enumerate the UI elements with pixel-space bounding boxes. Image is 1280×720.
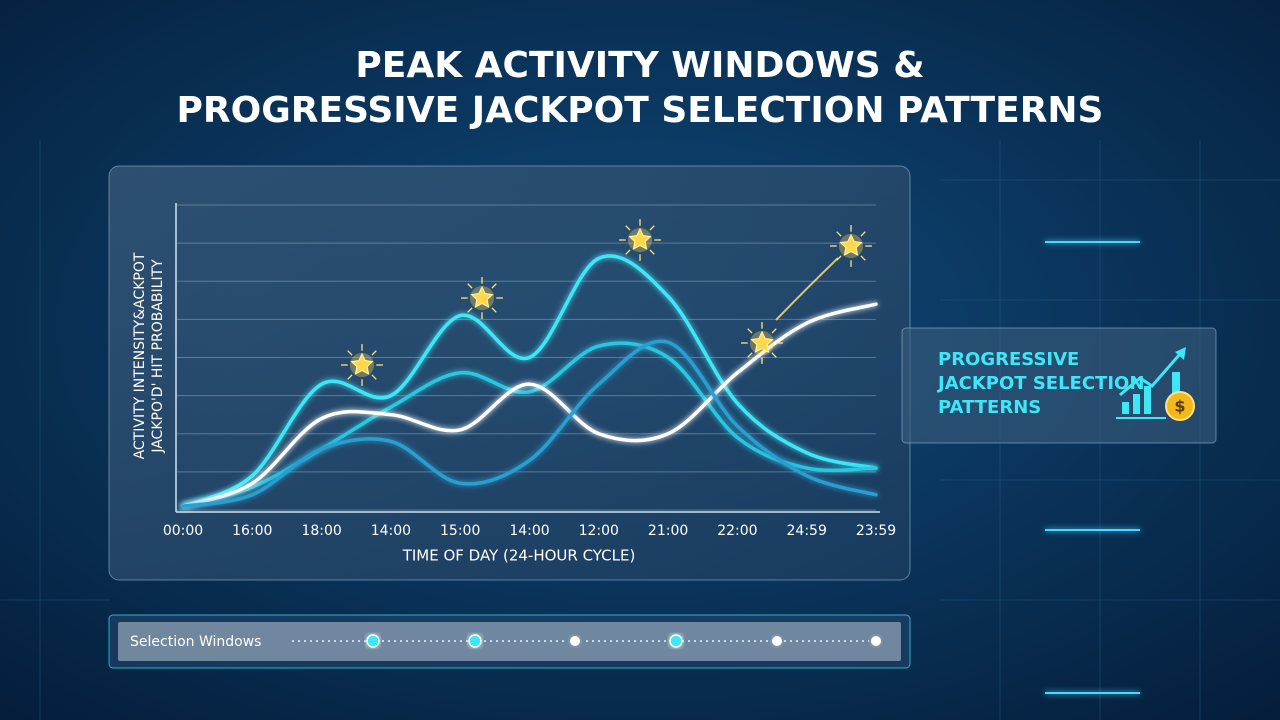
star-markers: [340, 218, 873, 387]
glow-lines: [1045, 241, 1140, 694]
x-tick-label: 16:00: [232, 523, 272, 539]
growth-icon: $: [1116, 347, 1195, 421]
x-tick-label: 24:59: [787, 523, 827, 539]
title: PEAK ACTIVITY WINDOWS &: [355, 45, 924, 86]
x-tick-label: 14:00: [509, 523, 549, 539]
side-panel-text: JACKPOT SELECTION: [936, 373, 1144, 394]
plot: 00:00 16:00 18:00 14:00 15:00 14:00 12:00 21:00…: [163, 204, 896, 539]
side-panel-text: PROGRESSIVE: [938, 349, 1079, 370]
y-axis-label: ACTIVITY INTENSITY&ACKPOT: [132, 252, 148, 459]
x-tick-label: 18:00: [301, 523, 341, 539]
y-axis-label: JACKPO'D' HIT PROBABILITY: [150, 259, 166, 454]
x-tick-label: 21:00: [648, 523, 688, 539]
chart-panel: [108, 165, 911, 581]
x-axis-label: TIME OF DAY (24-HOUR CYCLE): [402, 547, 636, 565]
svg-text:$: $: [1174, 397, 1185, 416]
x-tick-label: 00:00: [163, 523, 203, 539]
title: PROGRESSIVE JACKPOT SELECTION PATTERNS: [177, 90, 1104, 131]
x-tick-label: 15:00: [440, 523, 480, 539]
selection-label: Selection Windows: [130, 634, 261, 650]
x-tick-label: 12:00: [579, 523, 619, 539]
selection-dots[interactable]: [366, 634, 883, 648]
series-line: [181, 254, 878, 508]
x-tick-label: 14:00: [371, 523, 411, 539]
x-tick-label: 22:00: [717, 523, 757, 539]
x-tick-label: 23:59: [856, 523, 896, 539]
series-line: [181, 339, 878, 508]
side-panel-text: PATTERNS: [938, 397, 1041, 418]
side-panel: [901, 327, 1217, 444]
series-line: [181, 302, 878, 508]
